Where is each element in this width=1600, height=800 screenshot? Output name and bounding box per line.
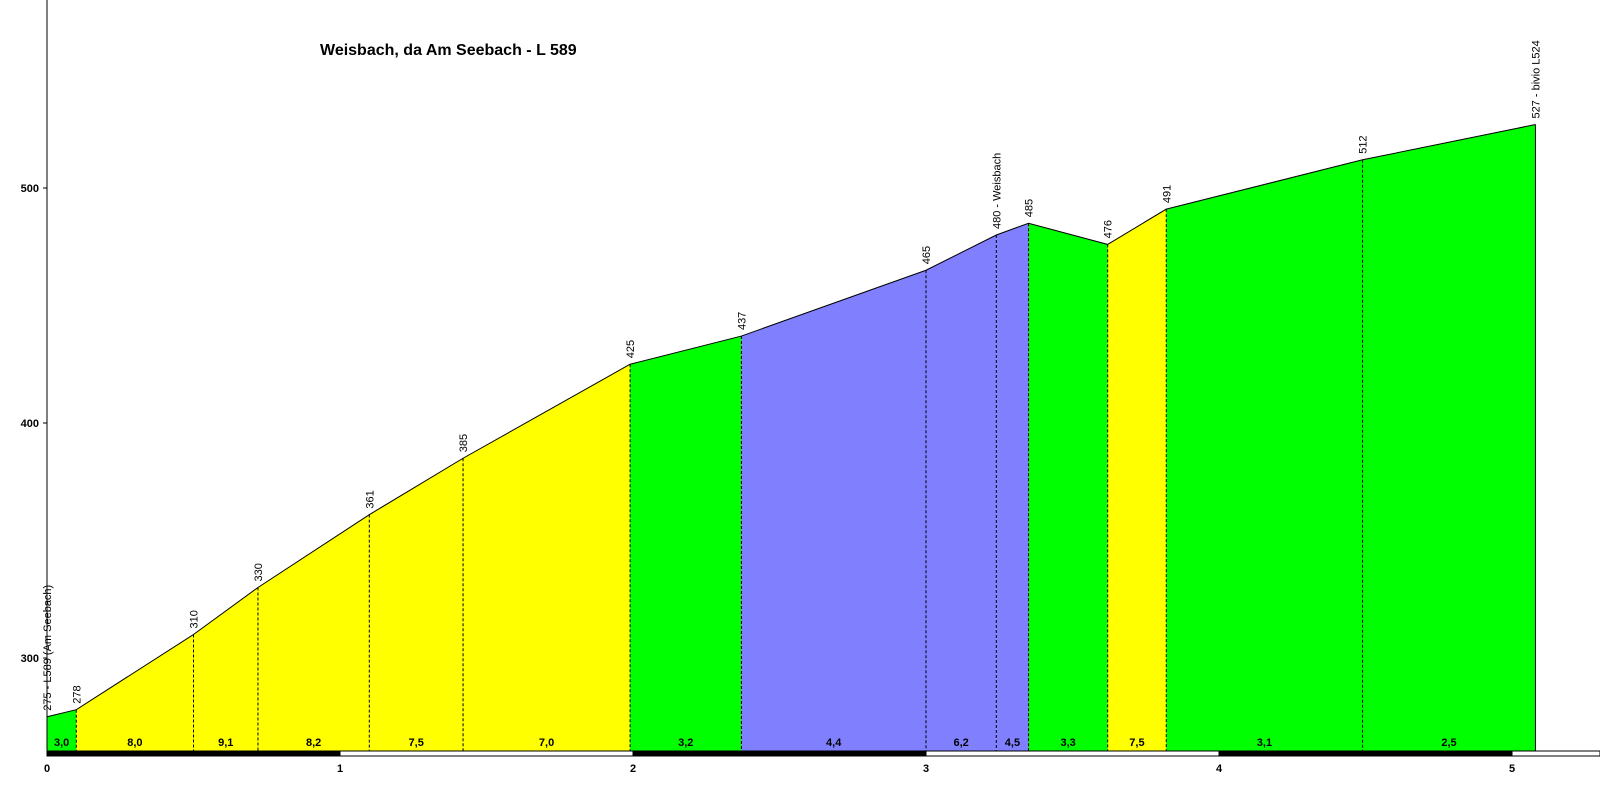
x-tick-label: 3 [923,763,929,775]
gradient-label: 7,0 [539,737,554,749]
axes: 300 400 500 0 1 2 3 4 5 [21,0,1600,775]
elevation-label: 361 [364,490,376,508]
gradient-label: 8,2 [306,737,321,749]
segment-dividers [75,124,1536,751]
profile-segment [76,634,194,751]
chart-title: Weisbach, da Am Seebach - L 589 [320,42,577,59]
gradient-label: 9,1 [218,737,233,749]
elevation-label: 491 [1161,185,1173,203]
x-scale-bar [925,750,1220,757]
profile-segment [996,223,1029,751]
y-tick-label: 300 [21,653,39,665]
x-scale-bar [1218,750,1513,757]
gradient-label: 4,5 [1005,737,1020,749]
elevation-label: 527 - bivio L524 [1530,40,1542,118]
profile-segment [926,235,997,751]
profile-segment [1362,124,1536,752]
gradient-label: 3,3 [1060,737,1075,749]
profile-segment [463,364,631,751]
x-scale-bar [46,750,341,757]
x-tick-label: 0 [44,763,50,775]
gradient-label: 3,0 [54,737,69,749]
x-tick-label: 2 [630,763,636,775]
y-tick-label: 500 [21,183,39,195]
x-scale-bar [339,750,634,757]
x-tick-label: 1 [337,763,343,775]
elevation-label: 330 [253,563,265,581]
profile-outline [46,124,1536,718]
elevation-label: 385 [458,434,470,452]
profile-segment [741,270,926,751]
elevation-label: 425 [625,340,637,358]
elevation-label: 476 [1103,220,1115,238]
profile-segment [369,458,464,751]
elevation-label: 480 - Weisbach [991,153,1003,229]
x-tick-label: 5 [1509,763,1515,775]
y-tick-label: 400 [21,418,39,430]
profile-line [46,124,1536,718]
x-scale-bar [1511,750,1600,757]
elevation-label: 278 [71,685,83,703]
gradient-label: 2,5 [1441,737,1456,749]
profile-segment [1107,209,1167,751]
elevation-label: 465 [921,246,933,264]
profile-segment [1028,223,1108,751]
elevation-label: 437 [736,312,748,330]
profile-areas [47,124,1536,752]
x-tick-label: 4 [1216,763,1223,775]
elevation-label: 275 - L589 (Am Seebach) [42,585,54,711]
gradient-label: 3,2 [678,737,693,749]
gradient-label: 4,4 [826,737,842,749]
x-scale-bar [632,750,927,757]
profile-segment [1166,159,1363,752]
gradient-label: 8,0 [127,737,142,749]
gradient-label: 6,2 [954,737,969,749]
profile-segment [257,514,370,751]
elevation-label: 512 [1358,135,1370,153]
profile-segment [193,587,258,751]
profile-segment [47,709,77,751]
gradient-label: 7,5 [1129,737,1144,749]
gradient-labels: 3,0 8,0 9,1 8,2 7,5 7,0 3,2 4,4 6,2 4,5 3,3 7,5 3,1 2… [54,737,1457,749]
gradient-label: 7,5 [409,737,424,749]
gradient-label: 3,1 [1257,737,1272,749]
elevation-label: 485 [1024,199,1036,217]
profile-segment [630,336,742,751]
point-labels: 275 - L589 (Am Seebach) 278 310 330 361 385 42… [42,40,1542,710]
elevation-label: 310 [189,610,201,628]
